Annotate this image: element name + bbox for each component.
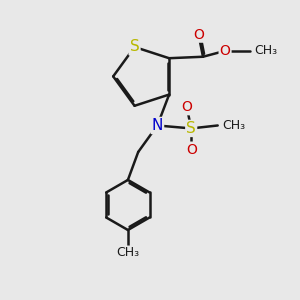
- Text: CH₃: CH₃: [222, 119, 245, 132]
- Text: O: O: [186, 142, 196, 157]
- Text: O: O: [182, 100, 192, 114]
- Text: CH₃: CH₃: [116, 246, 140, 259]
- Text: O: O: [220, 44, 230, 58]
- Text: S: S: [130, 40, 140, 55]
- Text: N: N: [152, 118, 163, 133]
- Text: O: O: [193, 28, 204, 42]
- Text: S: S: [186, 121, 196, 136]
- Text: CH₃: CH₃: [254, 44, 278, 57]
